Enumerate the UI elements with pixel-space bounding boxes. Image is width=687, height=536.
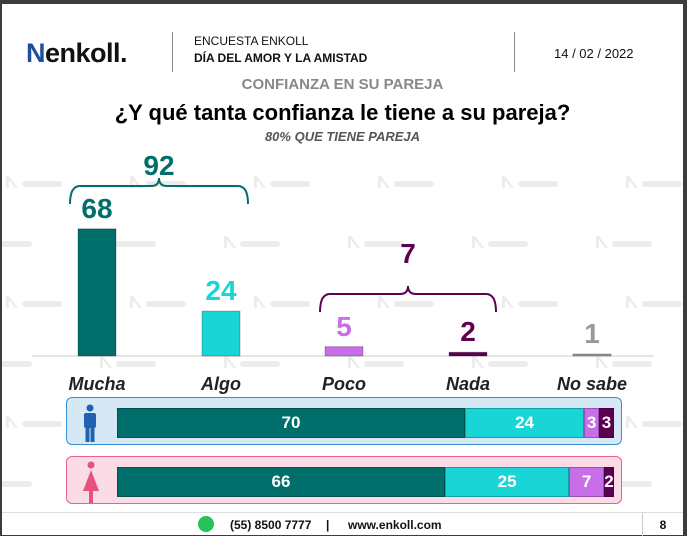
data-label: 68 bbox=[81, 192, 113, 224]
bar-2 bbox=[324, 346, 364, 357]
question-title: ¿Y qué tanta confianza le tiene a su par… bbox=[114, 100, 571, 125]
watermark-logo bbox=[254, 296, 310, 308]
watermark-logo bbox=[472, 356, 528, 368]
watermark-logo bbox=[348, 236, 404, 248]
bar-0 bbox=[77, 228, 117, 357]
category-label: Mucha bbox=[68, 374, 126, 394]
date: 14 / 02 / 2022 bbox=[554, 46, 634, 61]
stacked-segment: 66 bbox=[117, 467, 446, 497]
website-link[interactable]: www.enkoll.com bbox=[348, 518, 442, 532]
male-icon bbox=[84, 404, 96, 442]
divider bbox=[172, 32, 173, 72]
watermark-logo bbox=[502, 176, 558, 188]
watermark-logo bbox=[2, 241, 32, 247]
watermark-logo bbox=[2, 361, 32, 367]
watermark-logo bbox=[254, 176, 310, 188]
category-label: Nada bbox=[445, 374, 490, 394]
group-total-label: 92 bbox=[143, 150, 175, 181]
watermark-logo bbox=[626, 416, 682, 428]
watermark-logo bbox=[100, 356, 156, 368]
watermark-logo bbox=[626, 176, 682, 188]
stacked-segment: 24 bbox=[464, 408, 585, 438]
watermark-logo bbox=[626, 296, 682, 308]
watermark-logo bbox=[130, 296, 186, 308]
subtitle: 80% QUE TIENE PAREJA bbox=[264, 129, 421, 144]
data-label: 2 bbox=[460, 316, 476, 348]
group-total-label: 7 bbox=[400, 238, 416, 269]
phone: (55) 8500 7777 bbox=[230, 518, 312, 532]
whatsapp-icon bbox=[198, 516, 214, 532]
stacked-segment: 25 bbox=[445, 467, 570, 497]
separator: | bbox=[326, 518, 330, 532]
bar-3 bbox=[448, 351, 488, 357]
female-row: 66 25 7 2 bbox=[66, 456, 622, 504]
watermark-logo bbox=[224, 356, 280, 368]
male-row: 70 24 3 3 bbox=[66, 397, 622, 445]
survey-title: DÍA DEL AMOR Y LA AMISTAD bbox=[194, 51, 368, 65]
bar-4 bbox=[572, 353, 612, 357]
data-label: 5 bbox=[336, 310, 352, 342]
category-label: No sabe bbox=[556, 374, 628, 394]
survey-name: ENCUESTA ENKOLL bbox=[194, 34, 309, 48]
watermark-logo bbox=[502, 296, 558, 308]
stacked-segment: 3 bbox=[584, 408, 600, 438]
stacked-segment: 2 bbox=[604, 467, 614, 497]
stacked-segment: 70 bbox=[117, 408, 465, 438]
watermark-logo bbox=[224, 236, 280, 248]
watermark-logo bbox=[6, 416, 62, 428]
watermark-logo bbox=[6, 296, 62, 308]
watermark-logo bbox=[378, 296, 434, 308]
page-number: 8 bbox=[642, 513, 683, 536]
group-bracket bbox=[69, 177, 249, 205]
watermark-logo bbox=[596, 356, 652, 368]
category-label: Algo bbox=[201, 374, 241, 394]
watermark-logo bbox=[6, 176, 62, 188]
watermark-logo bbox=[472, 236, 528, 248]
stacked-segment: 7 bbox=[569, 467, 605, 497]
bar-1 bbox=[201, 310, 241, 357]
watermark-logo bbox=[378, 176, 434, 188]
stacked-segment: 3 bbox=[599, 408, 614, 438]
data-label: 1 bbox=[584, 318, 600, 349]
divider bbox=[514, 32, 515, 72]
watermark-logo bbox=[348, 356, 404, 368]
watermark-logo bbox=[2, 481, 32, 487]
data-label: 24 bbox=[205, 275, 237, 307]
section-title: CONFIANZA EN SU PAREJA bbox=[241, 76, 444, 93]
watermark-logo bbox=[596, 236, 652, 248]
slide: Nenkoll. ENCUESTA ENKOLL DÍA DEL AMOR Y … bbox=[2, 4, 683, 536]
group-bracket bbox=[319, 285, 497, 313]
female-icon bbox=[83, 461, 99, 503]
main-bar-chart bbox=[32, 177, 654, 357]
enkoll-logo: Nenkoll. bbox=[26, 38, 128, 68]
footer: (55) 8500 7777 | www.enkoll.com 8 bbox=[2, 512, 683, 536]
category-label: Poco bbox=[321, 374, 366, 394]
